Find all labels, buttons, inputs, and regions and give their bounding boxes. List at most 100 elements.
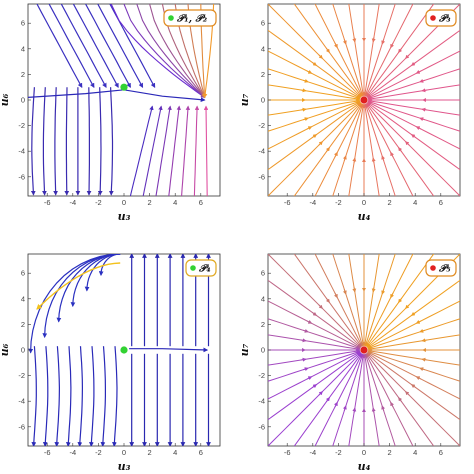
x-tick-label: -4: [69, 198, 76, 207]
flow-arrow: [371, 36, 376, 43]
streamline: [314, 4, 363, 97]
streamline: [268, 102, 362, 171]
streamline: [60, 4, 107, 89]
streamline: [161, 4, 206, 99]
equilibrium-point: [120, 346, 128, 354]
streamline: [268, 84, 361, 101]
streamline: [268, 300, 361, 349]
streamline: [268, 254, 362, 348]
x-tick-label: 4: [173, 448, 177, 457]
legend-box: [425, 259, 457, 277]
y-tick-label: -4: [258, 147, 265, 156]
streamline: [332, 4, 364, 97]
flow-arrow: [325, 396, 330, 403]
x-tick-label: 6: [199, 448, 203, 457]
phase-portrait-p5: -6 -4 -2 0 2 4 6 6 4 2 0 -2 -4 -6 u₄ u₇ 𝒫₅: [238, 253, 461, 473]
flow-arrow: [415, 70, 422, 74]
streamline: [193, 105, 200, 196]
streamline: [367, 350, 460, 382]
streamline: [364, 353, 396, 446]
x-tick-label: 4: [413, 448, 417, 457]
streamline: [293, 4, 362, 98]
flow-arrow: [405, 304, 410, 309]
streamline: [367, 100, 460, 132]
x-axis-label: u₃: [118, 460, 131, 473]
streamline: [268, 50, 361, 99]
y-tick-label: -6: [18, 422, 25, 431]
flow-arrow: [405, 141, 410, 146]
legend-label: 𝒫₁, 𝒫₂: [176, 14, 208, 25]
streamline: [187, 4, 206, 99]
flow-arrow: [325, 47, 330, 54]
streamline: [149, 4, 206, 99]
streamline: [268, 102, 362, 196]
x-tick-label: -2: [95, 448, 102, 457]
x-tick-label: 0: [122, 448, 126, 457]
phase-portrait-p3: -6 -4 -2 0 2 4 6 6 4 2 0 -2 -4 -6 u₄ u₇ 𝒫₃: [238, 3, 461, 223]
y-tick-label: -4: [258, 397, 265, 406]
y-axis-label: u₇: [238, 93, 251, 106]
streamline: [293, 254, 362, 348]
streamline: [181, 105, 191, 196]
x-tick-label: -6: [284, 448, 291, 457]
equilibrium-point: [360, 96, 368, 104]
y-tick-label: 4: [261, 44, 265, 53]
streamline: [367, 84, 460, 101]
flow-arrow: [302, 328, 309, 333]
streamline: [36, 4, 83, 89]
x-tick-label: -2: [335, 448, 342, 457]
flow-arrow: [334, 292, 338, 299]
streamline: [367, 349, 460, 366]
streamline: [365, 103, 414, 196]
streamline: [293, 102, 362, 196]
flow-arrow: [306, 376, 313, 380]
streamline: [366, 254, 435, 348]
streamline: [366, 102, 460, 196]
y-tick-label: 6: [261, 19, 265, 28]
x-tick-label: -6: [44, 448, 51, 457]
streamline: [364, 254, 396, 347]
streamline: [155, 105, 172, 196]
streamline: [268, 99, 361, 116]
phase-portrait-p4: -6 -4 -2 0 2 4 6 6 4 2 0 -2 -4 -6 u₃ u₆ 𝒫₄: [0, 253, 221, 473]
flow-arrow: [306, 320, 313, 324]
flow-arrow: [419, 117, 426, 122]
x-tick-label: 4: [413, 198, 417, 207]
flow-arrow: [318, 141, 323, 146]
x-tick-label: -6: [284, 198, 291, 207]
streamline: [268, 279, 362, 348]
flow-arrow: [300, 338, 307, 343]
streamline: [268, 101, 361, 150]
legend-marker: [430, 15, 436, 21]
flow-arrow: [381, 288, 386, 295]
flow-arrow: [410, 384, 417, 389]
streamline: [367, 334, 460, 351]
x-axis-label: u₄: [358, 210, 371, 223]
flow-arrow: [311, 61, 318, 66]
streamline: [268, 100, 361, 132]
flow-arrow: [371, 407, 376, 414]
flow-arrow: [352, 407, 357, 414]
streamline: [112, 346, 118, 446]
streamline: [314, 103, 363, 196]
flow-arrow: [302, 367, 309, 372]
x-axis-label: u₃: [118, 210, 131, 223]
streamline: [268, 318, 361, 350]
y-tick-label: 2: [261, 70, 265, 79]
streamline: [31, 346, 37, 446]
flow-arrow: [300, 88, 307, 93]
x-tick-label: -2: [95, 198, 102, 207]
y-tick-label: 6: [261, 269, 265, 278]
streamline: [363, 103, 380, 196]
y-tick-label: 2: [21, 70, 25, 79]
streamline: [293, 352, 362, 446]
streamline: [200, 4, 207, 99]
x-tick-label: 0: [362, 448, 366, 457]
legend-marker: [430, 265, 436, 271]
streamline: [364, 4, 396, 97]
streamline: [332, 254, 364, 347]
streamline: [64, 87, 70, 196]
flow-arrow: [371, 157, 376, 164]
x-axis-label: u₄: [358, 460, 371, 473]
